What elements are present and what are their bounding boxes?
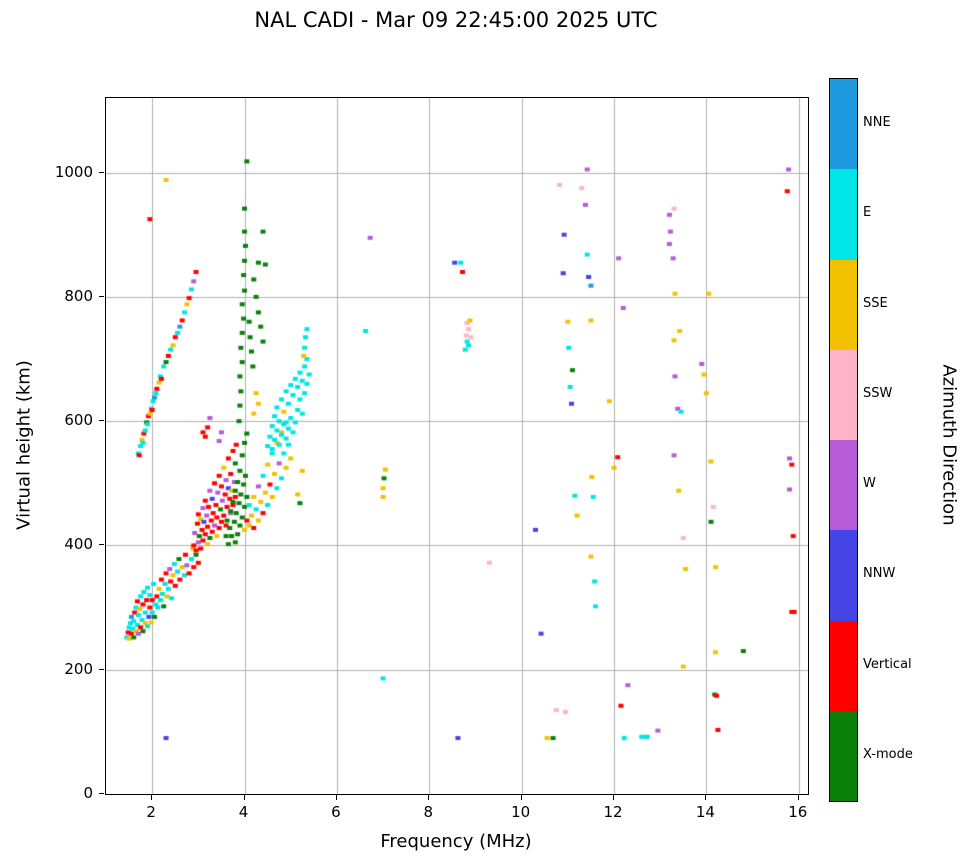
y-tick-label: 600: [64, 411, 93, 430]
x-axis-label: Frequency (MHz): [380, 831, 532, 852]
y-tick-mark: [99, 668, 104, 670]
y-tick-mark: [99, 295, 104, 297]
x-tick-label: 6: [331, 803, 341, 821]
y-tick-mark: [99, 171, 104, 173]
x-tick-label: 8: [423, 803, 434, 821]
x-tick-label: 10: [511, 803, 531, 821]
colorbar-segment-label: X-mode: [863, 746, 913, 762]
x-tick-mark: [520, 795, 522, 800]
x-tick-label: 4: [238, 803, 249, 821]
colorbar-segment-label: Vertical: [863, 656, 912, 672]
x-tick-mark: [151, 795, 153, 800]
y-tick-label: 400: [64, 535, 93, 554]
colorbar-segment-sse: [830, 259, 857, 350]
y-tick-mark: [99, 544, 104, 546]
chart-title: NAL CADI - Mar 09 22:45:00 2025 UTC: [254, 8, 658, 32]
plot-area: [105, 97, 809, 795]
x-tick-label: 16: [788, 803, 808, 821]
colorbar-segment-x-mode: [830, 710, 857, 801]
y-tick-label: 0: [83, 784, 93, 802]
x-tick-mark: [428, 795, 430, 800]
colorbar-segment-vertical: [830, 620, 857, 711]
colorbar-axis-label: Azimuth Direction: [938, 364, 960, 526]
x-tick-mark: [797, 795, 799, 800]
y-tick-mark: [99, 420, 104, 422]
colorbar-segment-label: NNE: [863, 115, 891, 131]
x-tick-label: 2: [146, 803, 156, 821]
x-tick-mark: [705, 795, 707, 800]
scatter-canvas: [106, 98, 808, 794]
x-tick-label: 14: [695, 803, 715, 821]
x-tick-mark: [613, 795, 615, 800]
y-axis-label: Virtual height (km): [13, 360, 35, 530]
colorbar-segment-label: E: [863, 205, 872, 221]
colorbar-segment-nne: [830, 79, 857, 170]
x-tick-label: 12: [603, 803, 623, 821]
x-tick-mark: [243, 795, 245, 800]
y-tick-label: 800: [64, 286, 93, 305]
y-tick-label: 1000: [54, 162, 93, 181]
colorbar-segment-label: NNW: [863, 566, 896, 582]
colorbar-segment-nnw: [830, 530, 857, 621]
colorbar-segment-label: SSE: [863, 295, 888, 311]
colorbar-segment-label: W: [863, 476, 876, 492]
y-tick-mark: [99, 793, 104, 794]
x-tick-mark: [335, 795, 337, 800]
colorbar-segment-w: [830, 440, 857, 531]
colorbar-segment-label: SSW: [863, 385, 893, 401]
y-tick-label: 200: [64, 659, 93, 678]
azimuth-colorbar: [829, 78, 858, 802]
colorbar-segment-ssw: [830, 349, 857, 440]
colorbar-segment-e: [830, 169, 857, 260]
